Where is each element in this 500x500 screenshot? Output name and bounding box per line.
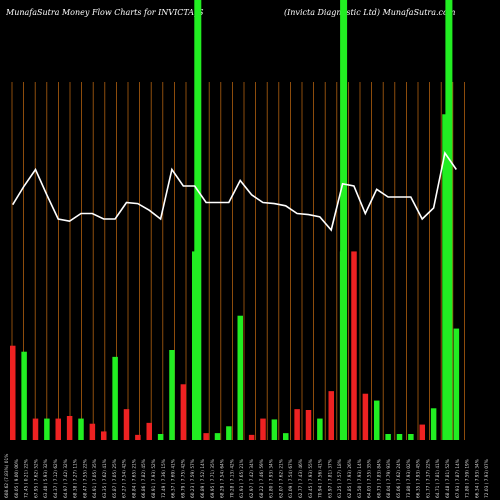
x-tick-label: 62.77 ( 7.43) 46% (298, 459, 304, 498)
x-tick-label: 65.87 ( 7.05) 25% (112, 459, 118, 498)
x-tick-label: 62.97 ( 7.42) 34% (249, 459, 255, 498)
x-tick-label: 60.73 ( 7.83) 84% (376, 459, 382, 498)
x-tick-label: 70.28 ( 7.13) 42% (229, 459, 235, 498)
money-flow-bar (328, 391, 334, 440)
x-tick-label: 68.29 ( 7.54) 64% (220, 459, 226, 498)
money-flow-bar (203, 433, 209, 440)
money-flow-bar (442, 114, 448, 441)
x-tick-label: 68.91 ( 7.93) 52% (151, 459, 157, 498)
money-flow-bar (157, 434, 164, 440)
x-tick-label: 72.03 ( 7.93) 07% (484, 459, 490, 498)
money-flow-bar (283, 433, 289, 440)
x-tick-label: 67.95 ( 7.62) 52% (33, 459, 39, 498)
x-tick-label: 68.38 ( 7.27) 11% (73, 459, 79, 498)
x-tick-label: 64.03 ( 7.55) 35% (367, 459, 373, 498)
money-flow-bar (78, 418, 84, 440)
x-tick-label: 71.80 ( 7.59) 19% (465, 459, 471, 498)
x-tick-label: 66.37 ( 7.69) 41% (171, 459, 177, 498)
highlight-column (445, 0, 453, 440)
money-flow-bar (169, 350, 175, 440)
x-tick-label: 69.79 ( 7.75) 42% (180, 459, 186, 498)
money-flow-bar (419, 424, 425, 440)
money-flow-bar (146, 422, 152, 440)
x-tick-label: 61.09 ( 7.54) 67% (288, 459, 294, 498)
highlight-column (340, 0, 348, 440)
money-flow-bar (385, 434, 391, 440)
money-flow-bar (339, 251, 346, 440)
money-flow-bar (374, 400, 380, 440)
money-flow-bar (89, 423, 96, 440)
x-tick-label: 63.35 ( 7.62) 41% (102, 459, 108, 498)
x-tick-label: 66.86 ( 7.82) 45% (141, 459, 147, 498)
x-tick-label: 62.07 ( 7.62) 21% (278, 459, 284, 498)
money-flow-bar (351, 251, 357, 440)
x-tick-label: 68.04 ( 7.79) 93% (386, 459, 392, 498)
x-tick-label: 72.45 ( 0.21) 22% (24, 459, 30, 498)
money-flow-bar (294, 409, 300, 440)
x-tick-label: 69.95 ( 7.71) 35% (210, 459, 216, 498)
x-tick-label: 61.93 ( 7.65) 21% (239, 459, 245, 498)
x-tick-label: 73.80 ( 7.93) 02% (406, 459, 412, 498)
x-tick-label: 62.85 ( 7.93) 26% (347, 459, 353, 498)
x-tick-label: 68.47 ( 7.55) 22% (82, 459, 88, 498)
x-tick-label: 63.40 ( 5.93) 32% (43, 459, 49, 498)
money-flow-bar (453, 328, 460, 440)
money-flow-bar (271, 419, 278, 440)
money-flow-bar (44, 418, 50, 440)
x-tick-label: 64.97 ( 7.42) 32% (63, 459, 69, 498)
x-tick-label: 72.49 ( 7.36) 15% (161, 459, 167, 498)
price-line (12, 151, 457, 232)
money-flow-bar (317, 418, 323, 440)
money-flow-bar (66, 416, 73, 440)
x-tick-label: 61.25 ( 7.57) 18% (337, 459, 343, 498)
money-flow-bar (192, 251, 198, 440)
x-tick-label: 64.37 ( 7.12) 62% (53, 459, 59, 498)
x-tick-label: 64.71 ( 7.81) 41% (435, 459, 441, 498)
highlight-column (194, 0, 202, 440)
money-flow-bar (112, 356, 118, 440)
money-flow-bar (408, 434, 414, 440)
x-tick-label: 63.45 ( 7.93) 55% (308, 459, 314, 498)
x-tick-label: 68.84 ( 7.65) 21% (131, 459, 137, 498)
money-flow-bar (21, 351, 27, 440)
x-tick-label: 66.89 ( 7.52) 14% (200, 459, 206, 498)
money-flow-bar (135, 434, 141, 440)
x-tick-label: 65.06 ( 7.62) 24% (396, 459, 402, 498)
x-tick-label: 67.27 ( 7.54) 42% (122, 459, 128, 498)
money-flow-bar (305, 410, 312, 440)
x-tick-label: 608.62 (7.83%) 01% (4, 454, 10, 498)
money-flow-bar (123, 409, 130, 440)
x-tick-label: 60.23 ( 7.59) 57% (190, 459, 196, 498)
x-tick-label: 66.34 ( 7.93) 34% (474, 459, 480, 498)
chart-title-left: MunafaSutra Money Flow Charts for INVICT… (6, 8, 204, 17)
money-flow-bar (248, 434, 255, 440)
x-tick-label: 64.91 ( 7.05) 35% (92, 459, 98, 498)
money-flow-bar (10, 345, 16, 440)
x-tick-label: 67.93 ( 7.87) 14% (455, 459, 461, 498)
money-flow-bar (260, 418, 266, 440)
money-flow-bar (362, 393, 369, 440)
x-tick-label: 60.05 ( 9.00) 00% (14, 459, 20, 498)
money-flow-bar (55, 418, 61, 440)
money-flow-bar (101, 431, 107, 440)
chart-title-right: (Invicta Diagnostic Ltd) MunafaSutra.com (284, 8, 456, 17)
x-tick-label: 61.80 ( 7.93) 34% (269, 459, 275, 498)
x-tick-label: 61.77 ( 7.37) 22% (425, 459, 431, 498)
money-flow-bar (180, 384, 187, 440)
money-flow-bar (214, 433, 221, 440)
x-tick-label: 66.35 ( 7.93) 45% (416, 459, 422, 498)
money-flow-bar (430, 408, 437, 440)
x-tick-label: 63.97 ( 7.81) 37% (327, 459, 333, 498)
x-tick-label: 70.94 ( 7.56) 41% (318, 459, 324, 498)
money-flow-bar (396, 434, 403, 440)
money-flow-bar (226, 426, 232, 440)
x-tick-label: 68.48 ( 7.81) 52% (445, 459, 451, 498)
money-flow-bar (32, 418, 39, 440)
x-tick-label: 63.50 ( 7.93) 14% (357, 459, 363, 498)
money-flow-bar (237, 315, 243, 440)
x-tick-label: 68.22 ( 7.46) 59% (259, 459, 265, 498)
